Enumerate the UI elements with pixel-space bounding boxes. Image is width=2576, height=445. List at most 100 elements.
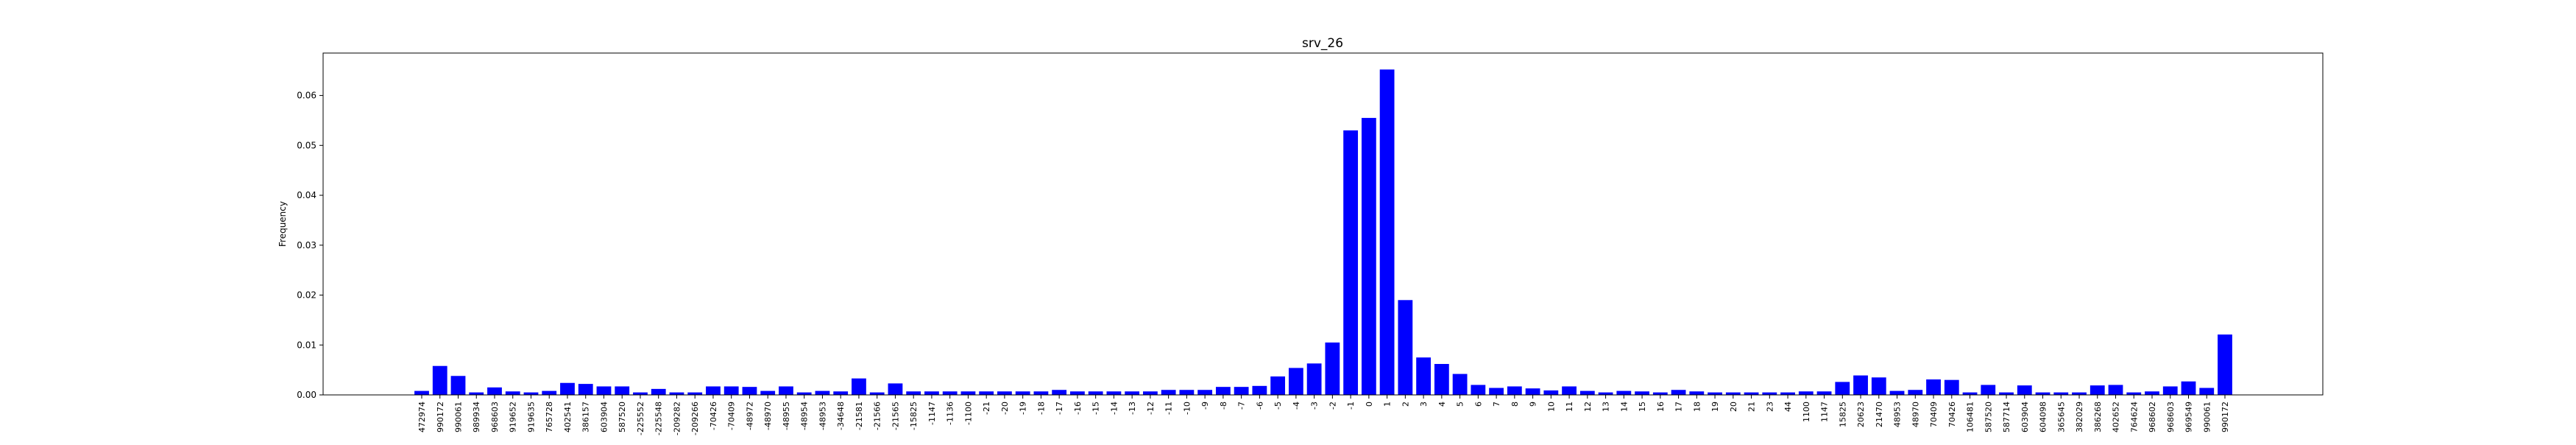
bars-group: [414, 69, 2232, 396]
bar: [815, 390, 830, 395]
bar: [1816, 391, 1832, 395]
x-axis: 472974 990172 990061 989934 968603 919652 9196…: [417, 395, 2230, 435]
x-tick-label: 990172: [2221, 402, 2230, 432]
bar: [1161, 390, 1176, 395]
x-tick-label: 1147: [1820, 402, 1830, 422]
bar: [542, 390, 557, 395]
bar: [1744, 392, 1759, 395]
x-tick-label: -225548: [654, 402, 664, 435]
x-tick-label: 386268: [2093, 402, 2103, 432]
x-tick-label: -16: [1073, 402, 1083, 415]
bar: [1471, 385, 1486, 395]
x-tick-label: -70426: [709, 402, 718, 430]
bar: [1725, 392, 1741, 395]
bar: [1179, 390, 1195, 395]
bar: [1306, 363, 1322, 395]
bar: [2072, 392, 2087, 395]
x-tick-label: 6: [1473, 402, 1483, 407]
bar: [706, 386, 721, 395]
bar: [1853, 375, 1868, 395]
x-tick-label: 15825: [1838, 402, 1847, 427]
bar: [760, 390, 776, 395]
bar: [1999, 392, 2014, 395]
x-tick-label: 3: [1419, 402, 1429, 407]
bar: [833, 391, 849, 395]
x-tick-label: 765728: [545, 402, 554, 432]
x-tick-label: 70409: [1929, 402, 1939, 427]
x-tick-label: 5: [1456, 402, 1465, 407]
x-tick-label: 604098: [2039, 402, 2048, 432]
x-tick-label: -21: [982, 402, 991, 415]
x-tick-label: 4: [1437, 402, 1447, 407]
bar: [2090, 385, 2105, 395]
bar: [960, 391, 976, 395]
bar: [1926, 379, 1941, 395]
x-tick-label: -12: [1146, 402, 1156, 415]
x-tick-label: -2: [1328, 402, 1337, 410]
x-tick-label: -48954: [800, 402, 810, 430]
bar: [924, 391, 939, 395]
y-axis-label: Frequency: [277, 201, 288, 247]
x-tick-label: 17: [1674, 402, 1684, 412]
x-tick-label: 44: [1783, 402, 1793, 412]
bar: [1234, 387, 1249, 395]
bar: [1361, 118, 1376, 395]
bar: [1416, 357, 1432, 395]
x-tick-label: 382029: [2075, 402, 2084, 432]
x-tick-label: 14: [1619, 402, 1629, 412]
x-tick-label: 402652: [2112, 402, 2121, 432]
x-tick-label: 106481: [1966, 402, 1975, 432]
bar: [2145, 391, 2159, 395]
x-tick-label: -209282: [672, 402, 682, 435]
bar: [2218, 334, 2232, 395]
plot-frame: [322, 52, 2324, 396]
y-tick-label: 0.03: [297, 240, 316, 250]
bar: [1708, 392, 1722, 395]
bar: [432, 365, 447, 395]
bar: [1908, 390, 1923, 395]
bar: [1635, 391, 1649, 395]
x-tick-label: 21: [1747, 402, 1757, 412]
x-tick-label: -1100: [963, 402, 973, 425]
bar: [1270, 376, 1286, 395]
bar: [578, 384, 593, 395]
bar: [1871, 377, 1886, 395]
x-tick-label: 13: [1602, 402, 1611, 412]
bar: [723, 386, 739, 395]
x-tick-label: -14: [1109, 402, 1119, 415]
x-tick-label: -48953: [818, 402, 827, 430]
x-tick-label: 1: [1383, 402, 1393, 407]
bar: [1106, 391, 1122, 395]
bar: [1125, 391, 1140, 395]
x-tick-label: 70426: [1947, 402, 1957, 427]
bar: [1598, 392, 1613, 395]
bar: [560, 382, 575, 395]
bar: [1489, 388, 1504, 395]
x-tick-label: -1: [1346, 402, 1356, 410]
x-tick-label: 2: [1401, 402, 1410, 407]
x-tick-label: 15: [1638, 402, 1647, 412]
bar: [1944, 379, 1959, 395]
bar: [2053, 392, 2069, 395]
bar: [796, 392, 812, 395]
x-tick-label: 919635: [526, 402, 536, 432]
bar: [1543, 390, 1559, 395]
x-tick-label: -10: [1182, 402, 1192, 415]
x-tick-label: -17: [1055, 402, 1064, 415]
x-tick-label: 7: [1492, 402, 1501, 407]
x-tick-label: 12: [1583, 402, 1593, 412]
bar: [1525, 388, 1540, 395]
x-tick-label: -209266: [690, 402, 700, 435]
x-tick-label: -4: [1292, 402, 1301, 410]
bar: [906, 391, 921, 395]
bar: [1215, 387, 1231, 395]
bar: [596, 386, 612, 395]
x-tick-label: 18: [1692, 402, 1702, 412]
y-tick-label: 0.06: [297, 91, 316, 101]
x-tick-label: -1147: [927, 402, 937, 425]
x-tick-label: -19: [1019, 402, 1028, 415]
x-tick-label: 969549: [2184, 402, 2194, 432]
y-tick-label: 0.02: [297, 290, 316, 301]
